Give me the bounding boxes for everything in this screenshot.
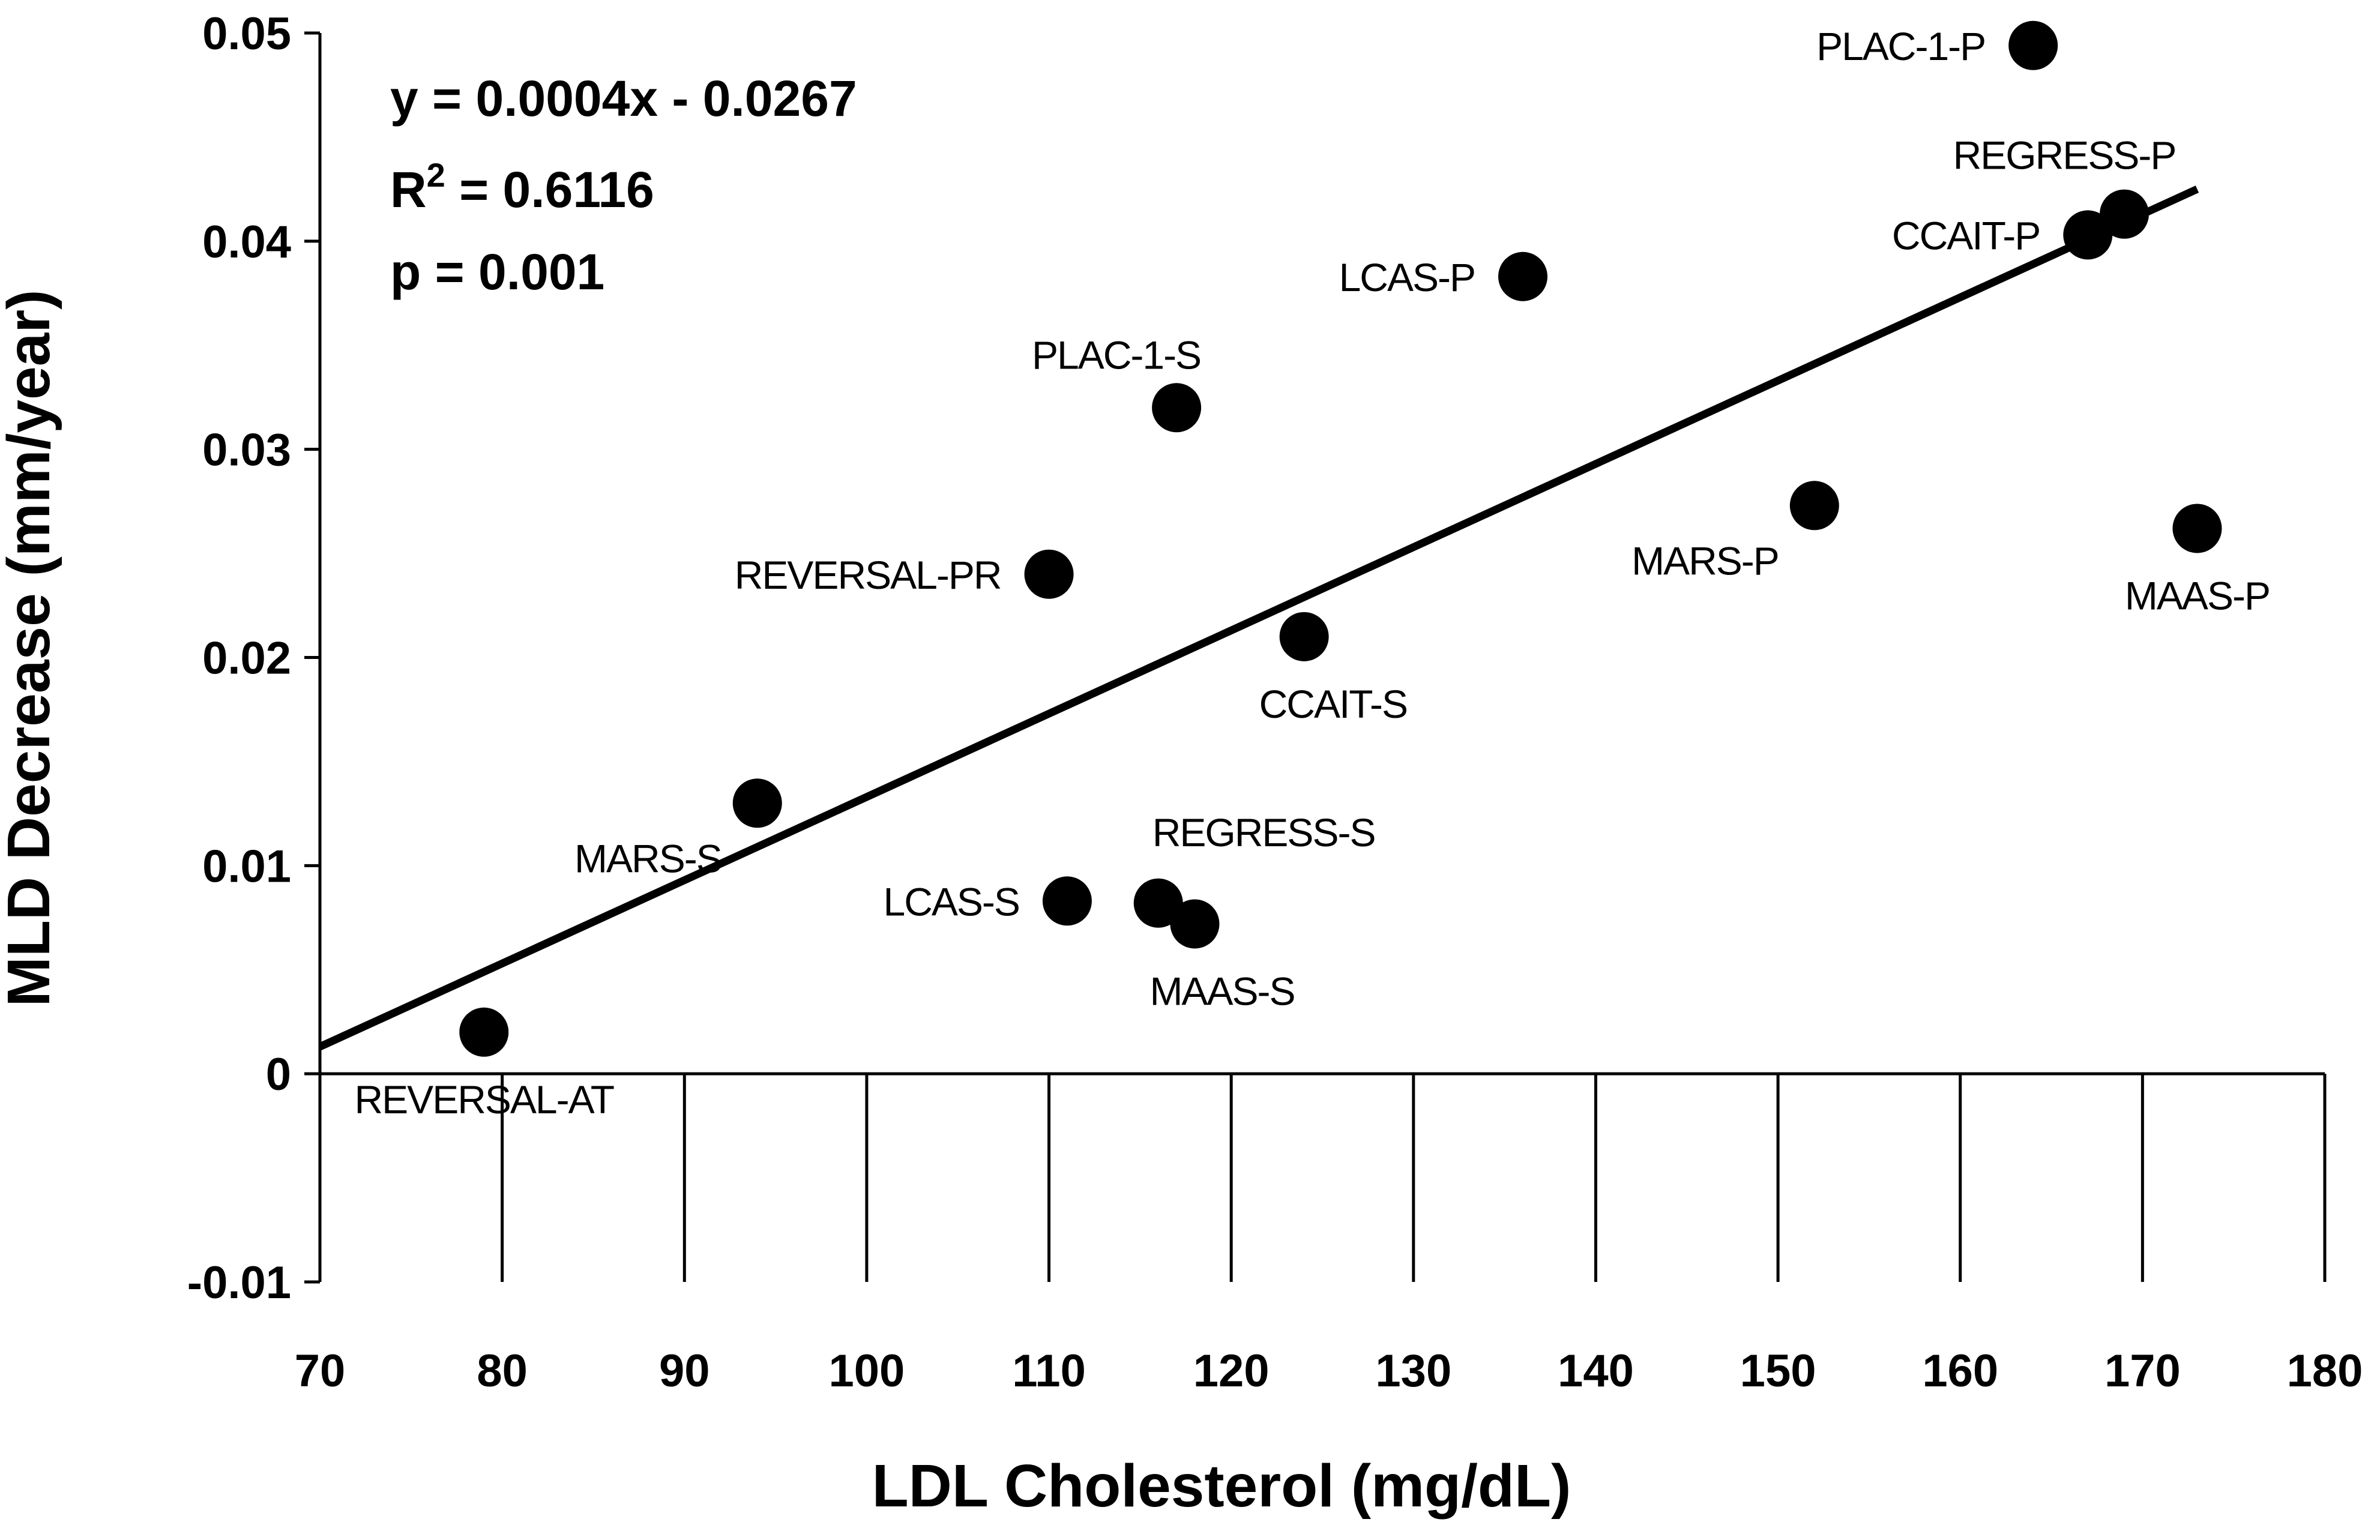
x-tick-label: 180 [2287, 1346, 2363, 1397]
r-squared-superscript: 2 [427, 156, 445, 194]
y-tick-label: -0.01 [187, 1257, 291, 1308]
point-label-mars-p: MARS-P [1631, 538, 1779, 583]
x-tick-label: 120 [1193, 1346, 1270, 1397]
x-tick-label: 130 [1375, 1346, 1451, 1397]
x-tick-label: 90 [659, 1346, 710, 1397]
r-squared-prefix: R [390, 161, 427, 218]
y-tick-label: 0 [266, 1049, 291, 1100]
data-point-maas-s [1170, 899, 1220, 949]
r-squared-value: = 0.6116 [445, 161, 654, 218]
x-tick-label: 70 [295, 1346, 346, 1397]
point-label-ccait-s: CCAIT-S [1259, 682, 1407, 726]
x-tick-label: 170 [2104, 1346, 2181, 1397]
data-point-ccait-s [1279, 612, 1329, 661]
data-point-ccait-p [2063, 210, 2113, 260]
regression-equation: y = 0.0004x - 0.0267 [390, 70, 857, 127]
data-point-maas-p [2172, 504, 2222, 553]
x-tick-label: 160 [1922, 1346, 1998, 1397]
data-point-regress-s [1133, 878, 1183, 928]
x-tick-label: 150 [1740, 1346, 1816, 1397]
point-labels-group: REVERSAL-AT MARS-S REVERSAL-PR LCAS-S REGRES… [354, 24, 2270, 1122]
point-label-mars-s: MARS-S [574, 836, 722, 880]
point-label-plac-1-p: PLAC-1-P [1816, 24, 1985, 68]
data-point-regress-p [2100, 189, 2149, 239]
y-tick-label: 0.05 [202, 8, 291, 59]
data-point-plac-1-p [2008, 20, 2058, 70]
y-tick-label: 0.01 [202, 841, 291, 892]
x-axis-title: LDL Cholesterol (mg/dL) [872, 1452, 1571, 1520]
point-label-lcas-s: LCAS-S [883, 879, 1019, 924]
data-point-mars-p [1789, 481, 1839, 531]
x-tick-label: 100 [829, 1346, 905, 1397]
data-point-mars-s [732, 778, 782, 828]
point-label-maas-p: MAAS-P [2125, 573, 2270, 618]
y-tick-label: 0.03 [202, 425, 291, 476]
data-point-plac-1-s [1152, 383, 1202, 433]
point-label-maas-s: MAAS-S [1149, 969, 1294, 1013]
point-label-reversal-at: REVERSAL-AT [354, 1077, 613, 1122]
point-label-reversal-pr: REVERSAL-PR [735, 553, 1001, 597]
y-axis-title: MLD Decrease (mm/year) [0, 290, 62, 1007]
data-point-reversal-at [459, 1007, 509, 1057]
points-group [459, 20, 2222, 1057]
point-label-ccait-p: CCAIT-P [1892, 213, 2040, 257]
x-tick-label: 80 [477, 1346, 528, 1397]
point-label-lcas-p: LCAS-P [1339, 255, 1475, 299]
point-label-regress-s: REGRESS-S [1152, 810, 1375, 855]
y-tick-label: 0.02 [202, 633, 291, 684]
point-label-regress-p: REGRESS-P [1953, 133, 2176, 178]
y-tick-label: 0.04 [202, 217, 291, 268]
data-point-lcas-s [1042, 876, 1092, 926]
x-tick-label: 140 [1558, 1346, 1634, 1397]
point-label-plac-1-s: PLAC-1-S [1032, 332, 1201, 377]
trendline [318, 185, 2199, 1050]
axes: -0.01 0 0.01 0.02 0.03 0.04 0.05 70 80 90 100 110 12… [187, 8, 2363, 1397]
trendline-group [318, 185, 2199, 1050]
data-point-lcas-p [1498, 251, 1547, 301]
r-squared: R2 = 0.6116 [390, 156, 654, 218]
x-tick-label: 110 [1012, 1346, 1086, 1397]
data-point-reversal-pr [1024, 549, 1074, 599]
p-value: p = 0.001 [390, 244, 604, 300]
